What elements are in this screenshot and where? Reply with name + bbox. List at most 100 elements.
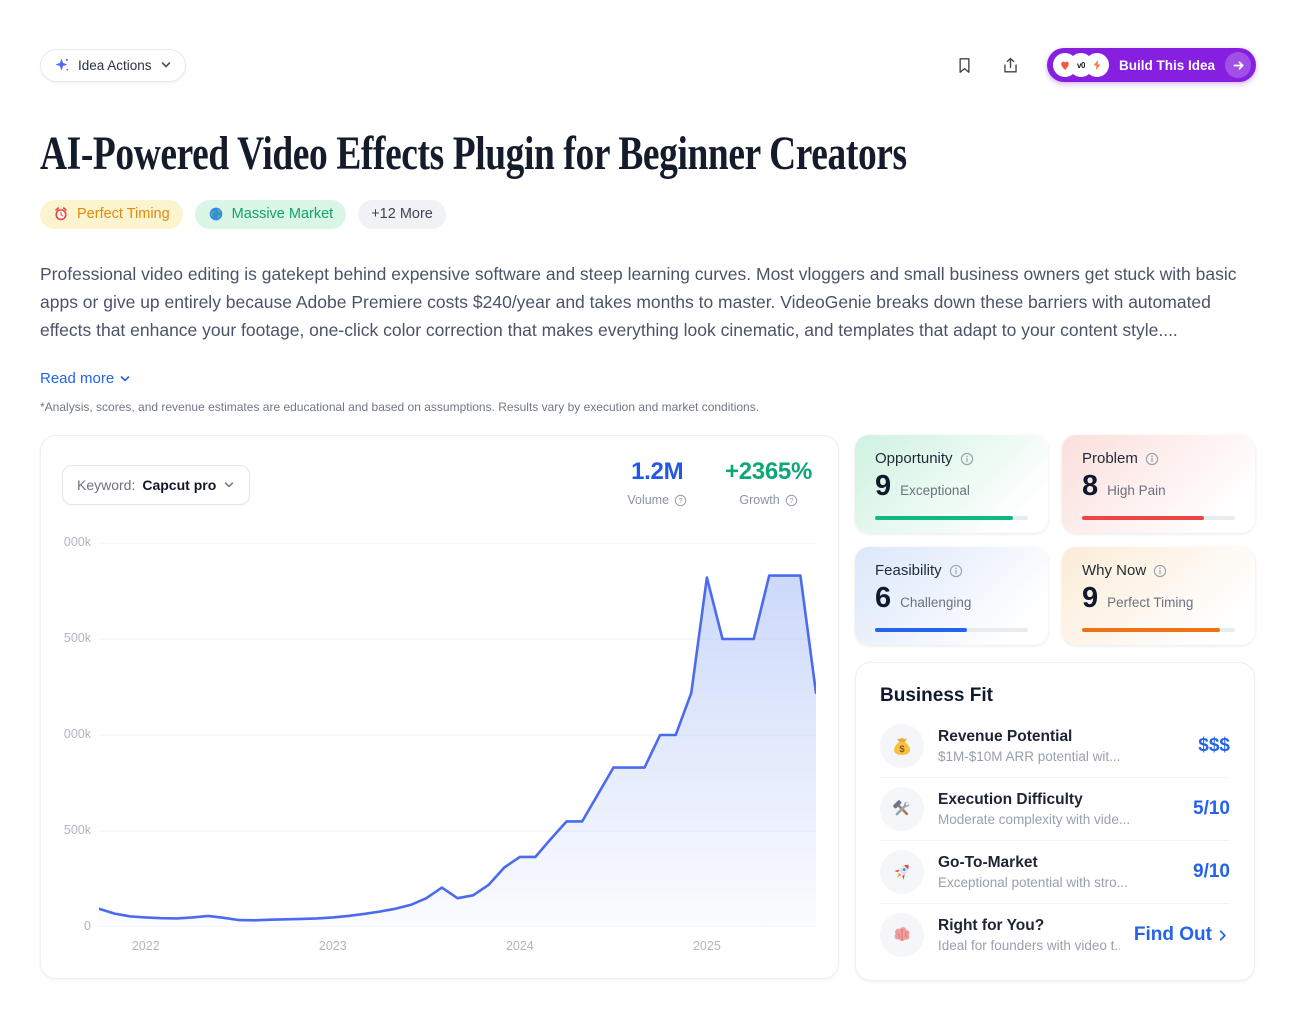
keyword-value: Capcut pro: [142, 477, 217, 494]
score-bar: [875, 516, 1028, 521]
score-bar: [1082, 628, 1235, 633]
arrow-right-icon: [1225, 52, 1251, 78]
help-icon[interactable]: ?: [674, 494, 687, 507]
score-value: 9: [875, 470, 892, 503]
bf-row-name: Go-To-Market: [938, 854, 1038, 872]
y-axis-tick: 500k: [63, 631, 91, 646]
badge-label: Massive Market: [231, 206, 334, 223]
business-fit-row-gtm: Go-To-Market Exceptional potential with …: [880, 840, 1230, 903]
y-axis-tick: 000k: [63, 535, 91, 550]
bf-row-name: Revenue Potential: [938, 728, 1073, 746]
y-axis-tick: 000k: [63, 727, 91, 742]
score-card-feasibility: Feasibility 6 Challenging: [855, 547, 1048, 646]
business-fit-title: Business Fit: [880, 685, 993, 707]
help-icon[interactable]: ?: [785, 494, 798, 507]
bf-row-description: Moderate complexity with vide...: [938, 812, 1131, 828]
chevron-down-icon: [160, 59, 172, 71]
rocket-icon: [880, 850, 924, 895]
right-column: Opportunity 9 Exceptional Problem 8 High P…: [855, 435, 1255, 982]
score-descriptor: Perfect Timing: [1107, 595, 1194, 611]
score-descriptor: High Pain: [1107, 483, 1166, 499]
y-axis-tick: 0: [84, 919, 91, 934]
svg-text:$: $: [899, 744, 905, 755]
business-fit-card: Business Fit $ Revenue Potential $1M-$10…: [855, 662, 1255, 982]
bf-row-description: $1M-$10M ARR potential wit...: [938, 749, 1121, 765]
keyword-trend-card: Keyword: Capcut pro 1.2M Volume ? +2365%…: [40, 435, 839, 980]
score-card-title: Problem: [1082, 450, 1138, 468]
trend-chart: [97, 542, 818, 928]
score-descriptor: Exceptional: [900, 483, 970, 499]
find-out-link[interactable]: Find Out: [1134, 924, 1230, 946]
badges-row: Perfect Timing Massive Market +12 More: [40, 199, 1256, 229]
main-content: Keyword: Capcut pro 1.2M Volume ? +2365%…: [40, 435, 1256, 982]
score-card-why-now: Why Now 9 Perfect Timing: [1062, 547, 1255, 646]
x-axis-tick: 2022: [131, 939, 160, 954]
sparkle-icon: [54, 57, 70, 73]
bf-row-value: 9/10: [1193, 861, 1230, 883]
badge-perfect-timing: Perfect Timing: [40, 199, 183, 229]
page-title: AI-Powered Video Effects Plugin for Begi…: [40, 127, 907, 180]
build-button-label: Build This Idea: [1118, 57, 1215, 73]
badge-label: Perfect Timing: [77, 206, 170, 223]
volume-stat: 1.2M Volume ?: [627, 458, 687, 507]
alarm-clock-icon: [53, 206, 69, 222]
bf-row-name: Execution Difficulty: [938, 791, 1083, 809]
score-value: 9: [1082, 582, 1099, 615]
info-icon[interactable]: [949, 564, 963, 578]
disclaimer-text: *Analysis, scores, and revenue estimates…: [40, 400, 760, 415]
info-icon[interactable]: [1153, 564, 1167, 578]
find-out-label: Find Out: [1133, 924, 1212, 946]
score-card-title: Why Now: [1082, 562, 1147, 580]
business-fit-row-revenue: $ Revenue Potential $1M-$10M ARR potenti…: [880, 715, 1230, 777]
volume-label: Volume: [627, 493, 670, 508]
builder-logos: v0: [1052, 53, 1109, 77]
tools-icon: [880, 787, 924, 832]
score-bar: [1082, 516, 1235, 521]
bf-row-value: 5/10: [1193, 798, 1230, 820]
y-axis-tick: 500k: [63, 823, 91, 838]
brain-icon: [880, 913, 924, 958]
bf-row-description: Ideal for founders with video t...: [938, 938, 1120, 954]
idea-actions-button[interactable]: Idea Actions: [40, 48, 186, 82]
growth-stat: +2365% Growth ?: [725, 458, 812, 507]
chevron-down-icon: [120, 375, 130, 382]
score-descriptor: Challenging: [900, 595, 972, 611]
info-icon[interactable]: [1145, 452, 1159, 466]
badge-more[interactable]: +12 More: [358, 199, 446, 229]
info-icon[interactable]: [960, 452, 974, 466]
volume-value: 1.2M: [631, 458, 684, 486]
keyword-label: Keyword:: [77, 477, 136, 494]
business-fit-row-execution: Execution Difficulty Moderate complexity…: [880, 777, 1230, 840]
growth-label: Growth: [739, 493, 780, 508]
keyword-stats: 1.2M Volume ? +2365% Growth ?: [627, 458, 812, 507]
trend-line: [97, 574, 818, 922]
badge-massive-market: Massive Market: [194, 199, 347, 229]
growth-value: +2365%: [725, 458, 812, 486]
money-bag-icon: $: [880, 724, 924, 769]
score-value: 6: [875, 582, 892, 615]
read-more-label: Read more: [40, 370, 115, 388]
x-axis-tick: 2024: [505, 939, 534, 954]
builder-logo-bolt-icon: [1084, 53, 1109, 77]
keyword-dropdown[interactable]: Keyword: Capcut pro: [62, 465, 251, 506]
business-fit-row-right-for-you: Right for You? Ideal for founders with v…: [880, 903, 1230, 966]
score-grid: Opportunity 9 Exceptional Problem 8 High P…: [855, 435, 1255, 646]
bf-row-description: Exceptional potential with stro...: [938, 875, 1128, 891]
score-card-title: Feasibility: [875, 562, 942, 580]
score-card-opportunity: Opportunity 9 Exceptional: [855, 435, 1048, 534]
bf-row-name: Right for You?: [938, 917, 1045, 935]
chevron-right-icon: [1219, 930, 1226, 941]
svg-text:?: ?: [679, 498, 683, 505]
score-card-title: Opportunity: [875, 450, 953, 468]
share-button[interactable]: [993, 47, 1029, 83]
build-this-idea-button[interactable]: v0 Build This Idea: [1046, 48, 1256, 82]
idea-description: Professional video editing is gatekept b…: [40, 263, 1237, 340]
badge-label: +12 More: [371, 206, 433, 223]
page: Idea Actions v0: [40, 47, 1256, 982]
x-axis-tick: 2023: [318, 939, 347, 954]
bookmark-button[interactable]: [947, 47, 983, 83]
idea-actions-label: Idea Actions: [78, 57, 152, 73]
bf-row-value: $$$: [1198, 735, 1230, 757]
score-card-problem: Problem 8 High Pain: [1062, 435, 1255, 534]
read-more-link[interactable]: Read more: [40, 370, 131, 387]
